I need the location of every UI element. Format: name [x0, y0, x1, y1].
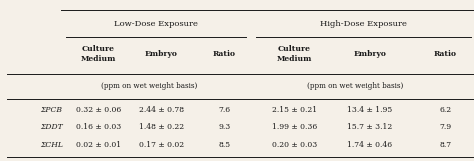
Text: 0.16 ± 0.03: 0.16 ± 0.03 [75, 123, 121, 131]
Text: 9.3: 9.3 [219, 123, 231, 131]
Text: 8.5: 8.5 [219, 141, 230, 149]
Text: High-Dose Exposure: High-Dose Exposure [320, 20, 407, 28]
Text: 1.74 ± 0.46: 1.74 ± 0.46 [347, 141, 392, 149]
Text: ΣDDT: ΣDDT [40, 123, 63, 131]
Text: 0.32 ± 0.06: 0.32 ± 0.06 [75, 106, 121, 114]
Text: 15.7 ± 3.12: 15.7 ± 3.12 [347, 123, 392, 131]
Text: 0.02 ± 0.01: 0.02 ± 0.01 [76, 141, 121, 149]
Text: 0.17 ± 0.02: 0.17 ± 0.02 [139, 141, 184, 149]
Text: 7.6: 7.6 [219, 106, 230, 114]
Text: 13.4 ± 1.95: 13.4 ± 1.95 [347, 106, 392, 114]
Text: 1.99 ± 0.36: 1.99 ± 0.36 [272, 123, 317, 131]
Text: 2.44 ± 0.78: 2.44 ± 0.78 [139, 106, 184, 114]
Text: Culture
Medium: Culture Medium [277, 45, 312, 63]
Text: 0.20 ± 0.03: 0.20 ± 0.03 [272, 141, 317, 149]
Text: ΣCHL: ΣCHL [40, 141, 63, 149]
Text: Ratio: Ratio [434, 50, 457, 58]
Text: (ppm on wet weight basis): (ppm on wet weight basis) [307, 82, 403, 90]
Text: Culture
Medium: Culture Medium [81, 45, 116, 63]
Text: Low-Dose Exposure: Low-Dose Exposure [114, 20, 198, 28]
Text: 7.9: 7.9 [439, 123, 451, 131]
Text: 1.48 ± 0.22: 1.48 ± 0.22 [139, 123, 184, 131]
Text: Embryo: Embryo [354, 50, 386, 58]
Text: (ppm on wet weight basis): (ppm on wet weight basis) [100, 82, 197, 90]
Text: 6.2: 6.2 [439, 106, 451, 114]
Text: 8.7: 8.7 [439, 141, 451, 149]
Text: Ratio: Ratio [213, 50, 236, 58]
Text: Embryo: Embryo [145, 50, 178, 58]
Text: ΣPCB: ΣPCB [40, 106, 62, 114]
Text: 2.15 ± 0.21: 2.15 ± 0.21 [272, 106, 317, 114]
